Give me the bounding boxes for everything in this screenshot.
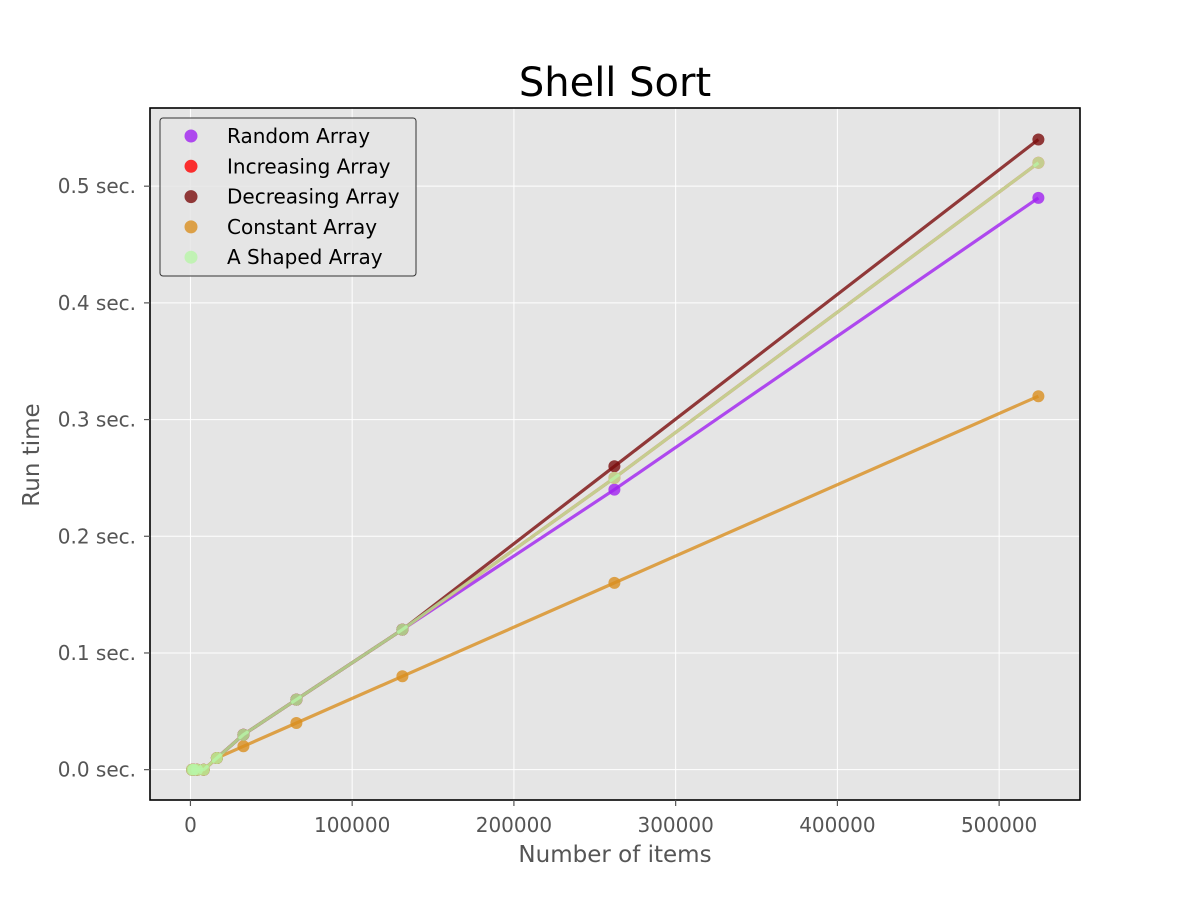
grid bbox=[150, 108, 1080, 800]
legend-item: Constant Array bbox=[184, 215, 377, 239]
legend-box bbox=[159, 117, 417, 277]
y-axis-label: Run time bbox=[19, 403, 45, 506]
data-point-random-array bbox=[1032, 191, 1045, 204]
series-layer bbox=[186, 133, 1045, 776]
plot-frame bbox=[149, 107, 1081, 801]
legend-label: Increasing Array bbox=[227, 154, 391, 178]
legend-label: A Shaped Array bbox=[227, 245, 383, 269]
x-tick-label: 300000 bbox=[637, 813, 713, 837]
legend-item: Decreasing Array bbox=[184, 185, 400, 209]
y-tick-label: 0.3 sec. bbox=[58, 408, 136, 432]
data-point-constant-array bbox=[290, 717, 303, 729]
data-point-a-shaped-array bbox=[210, 752, 223, 764]
y-tick-label: 0.1 sec. bbox=[58, 641, 136, 665]
data-point-random-array bbox=[608, 483, 621, 496]
legend-item: Increasing Array bbox=[184, 154, 391, 178]
data-point-a-shaped-array bbox=[1032, 156, 1045, 169]
x-tick-label: 200000 bbox=[476, 813, 552, 837]
ticks: 0 100000 200000 300000 400000 500000 0.0 sec. 0… bbox=[58, 174, 1038, 837]
legend-marker bbox=[184, 250, 198, 264]
legend-item: Random Array bbox=[184, 124, 370, 148]
data-point-constant-array bbox=[396, 670, 409, 683]
y-tick-label: 0.0 sec. bbox=[58, 758, 136, 782]
chart-title: Shell Sort bbox=[519, 60, 711, 106]
data-point-constant-array bbox=[237, 740, 250, 753]
data-point-a-shaped-array bbox=[608, 471, 621, 484]
data-point-constant-array bbox=[1032, 390, 1045, 403]
data-point-decreasing-array bbox=[608, 460, 621, 473]
x-tick-label: 0 bbox=[184, 813, 197, 837]
legend-marker bbox=[184, 159, 198, 173]
legend-label: Constant Array bbox=[227, 215, 377, 239]
legend-marker bbox=[184, 220, 198, 234]
x-axis-label: Number of items bbox=[518, 842, 711, 868]
legend-item: A Shaped Array bbox=[184, 245, 383, 269]
legend-label: Decreasing Array bbox=[227, 185, 400, 209]
legend-label: Random Array bbox=[227, 124, 370, 148]
data-point-a-shaped-array bbox=[290, 693, 303, 706]
data-point-a-shaped-array bbox=[197, 763, 210, 776]
data-point-a-shaped-array bbox=[237, 728, 250, 741]
y-tick-label: 0.4 sec. bbox=[58, 291, 136, 315]
legend-marker bbox=[184, 129, 198, 143]
data-point-a-shaped-array bbox=[396, 623, 409, 636]
x-tick-label: 400000 bbox=[799, 813, 875, 837]
x-tick-label: 100000 bbox=[314, 813, 390, 837]
data-point-constant-array bbox=[608, 576, 621, 589]
y-tick-label: 0.2 sec. bbox=[58, 524, 136, 548]
y-tick-label: 0.5 sec. bbox=[58, 174, 136, 198]
data-point-decreasing-array bbox=[1032, 133, 1045, 146]
x-tick-label: 500000 bbox=[961, 813, 1037, 837]
series-a-shaped-array bbox=[186, 156, 1045, 776]
legend-marker bbox=[184, 190, 198, 204]
legend: Random Array Increasing Array Decreasing A… bbox=[159, 117, 417, 277]
